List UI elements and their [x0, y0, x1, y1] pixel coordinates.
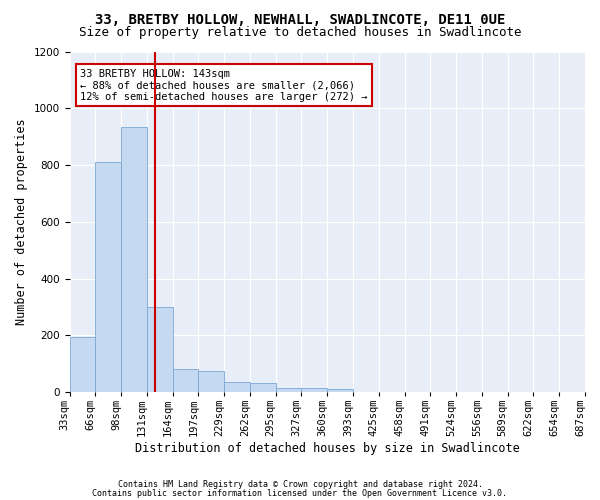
Y-axis label: Number of detached properties: Number of detached properties [15, 118, 28, 325]
Text: Size of property relative to detached houses in Swadlincote: Size of property relative to detached ho… [79, 26, 521, 39]
Bar [301, 388, 327, 392]
Bar [121, 126, 147, 392]
Text: 33, BRETBY HOLLOW, NEWHALL, SWADLINCOTE, DE11 0UE: 33, BRETBY HOLLOW, NEWHALL, SWADLINCOTE,… [95, 12, 505, 26]
Bar [173, 370, 199, 392]
Text: 33 BRETBY HOLLOW: 143sqm
← 88% of detached houses are smaller (2,066)
12% of sem: 33 BRETBY HOLLOW: 143sqm ← 88% of detach… [80, 68, 367, 102]
X-axis label: Distribution of detached houses by size in Swadlincote: Distribution of detached houses by size … [135, 442, 520, 455]
Bar [147, 307, 173, 392]
Bar [327, 389, 353, 392]
Text: Contains public sector information licensed under the Open Government Licence v3: Contains public sector information licen… [92, 489, 508, 498]
Bar [70, 336, 95, 392]
Text: Contains HM Land Registry data © Crown copyright and database right 2024.: Contains HM Land Registry data © Crown c… [118, 480, 482, 489]
Bar [250, 384, 276, 392]
Bar [224, 382, 250, 392]
Bar [199, 370, 224, 392]
Bar [95, 162, 121, 392]
Bar [276, 388, 301, 392]
